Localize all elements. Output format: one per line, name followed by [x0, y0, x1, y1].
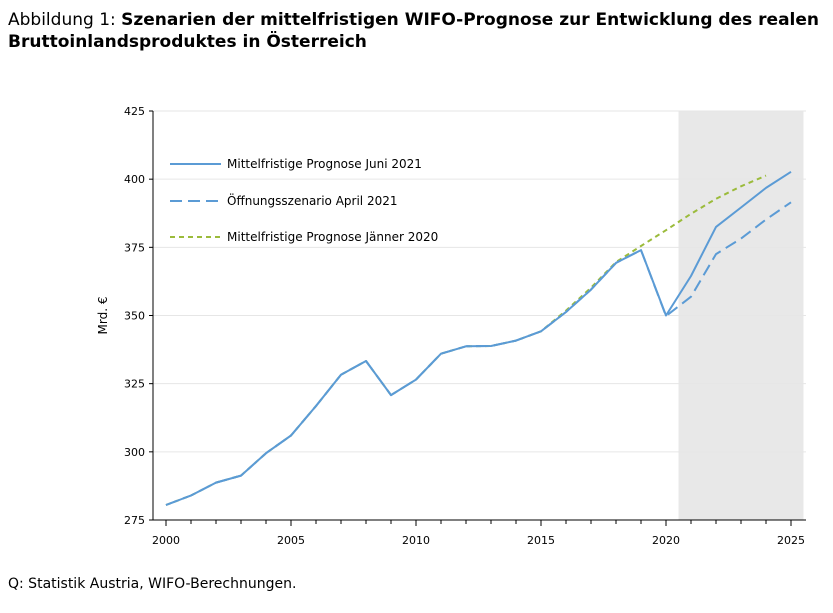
legend-label: Mittelfristige Prognose Jänner 2020 — [227, 230, 438, 244]
x-tick-label: 2005 — [277, 534, 305, 547]
legend-label: Mittelfristige Prognose Juni 2021 — [227, 157, 422, 171]
y-tick-label: 400 — [124, 173, 145, 186]
x-tick-label: 2025 — [777, 534, 805, 547]
x-tick-label: 2020 — [652, 534, 680, 547]
legend-label: Öffnungsszenario April 2021 — [227, 192, 398, 208]
y-tick-label: 300 — [124, 446, 145, 459]
y-tick-label: 325 — [124, 378, 145, 391]
chart-title: Szenarien der mittelfristigen WIFO-Progn… — [8, 10, 820, 52]
series-line — [165, 174, 767, 506]
x-tick-label: 2010 — [402, 534, 430, 547]
y-axis-label: Mrd. € — [96, 297, 110, 335]
figure-number: Abbildung 1: — [8, 10, 122, 30]
y-tick-label: 425 — [124, 105, 145, 118]
chart-title-block: Abbildung 1: Szenarien der mittelfristig… — [8, 9, 828, 53]
y-tick-label: 275 — [124, 514, 145, 527]
source-note: Q: Statistik Austria, WIFO-Berechnungen. — [8, 576, 297, 592]
y-tick-label: 350 — [124, 310, 145, 323]
x-tick-label: 2000 — [152, 534, 180, 547]
x-tick-label: 2015 — [527, 534, 555, 547]
series-line — [165, 201, 792, 506]
y-tick-label: 375 — [124, 241, 145, 254]
